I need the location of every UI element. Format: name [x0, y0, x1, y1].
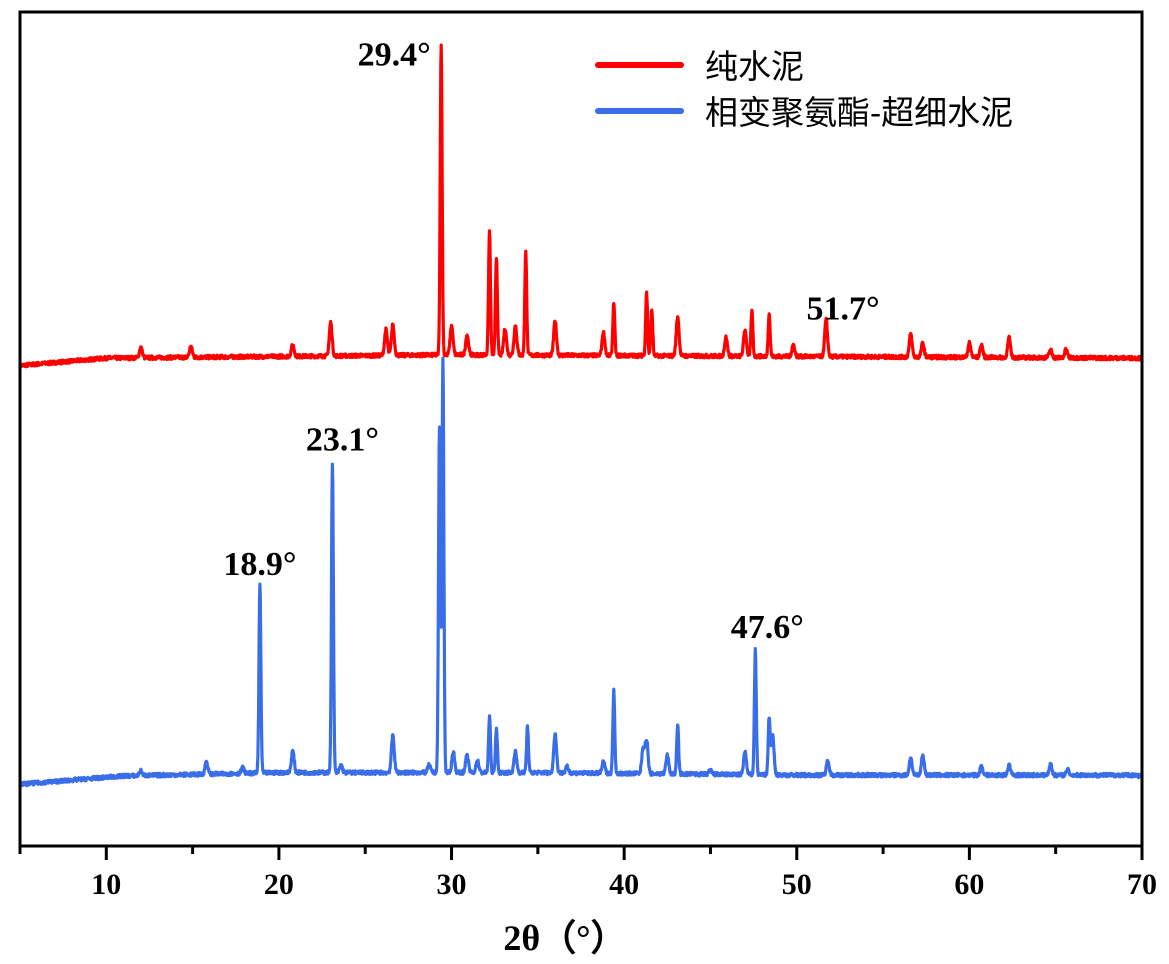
x-tick-label: 60	[954, 868, 984, 901]
peak-annotation: 47.6°	[731, 609, 804, 646]
annotations: 29.4° 51.7° 18.9° 23.1° 47.6°	[223, 36, 879, 646]
x-tick-label: 70	[1127, 868, 1157, 901]
peak-annotation: 51.7°	[807, 291, 880, 328]
x-axis-title: 2θ（°）	[503, 918, 626, 958]
legend-label-pure-cement: 纯水泥	[705, 47, 804, 86]
legend-label-pcm-pu-ultrafine-cement: 相变聚氨酯-超细水泥	[705, 93, 1013, 132]
x-tick-label: 30	[437, 868, 467, 901]
peak-annotation: 29.4°	[358, 36, 431, 73]
plot-frame	[18, 10, 1144, 848]
legend: 纯水泥 相变聚氨酯-超细水泥	[595, 47, 1013, 132]
series-line-0	[18, 43, 1144, 369]
x-tick-label: 10	[91, 868, 121, 901]
x-tick-label: 20	[264, 868, 294, 901]
series-layer	[18, 43, 1144, 788]
peak-annotation: 23.1°	[306, 421, 379, 458]
series-line-1	[18, 356, 1144, 788]
x-tick-label: 50	[782, 868, 812, 901]
peak-annotation: 18.9°	[223, 546, 296, 583]
x-tick-label: 40	[609, 868, 639, 901]
x-axis: 10 20 30 40 50 60 70	[18, 846, 1157, 901]
